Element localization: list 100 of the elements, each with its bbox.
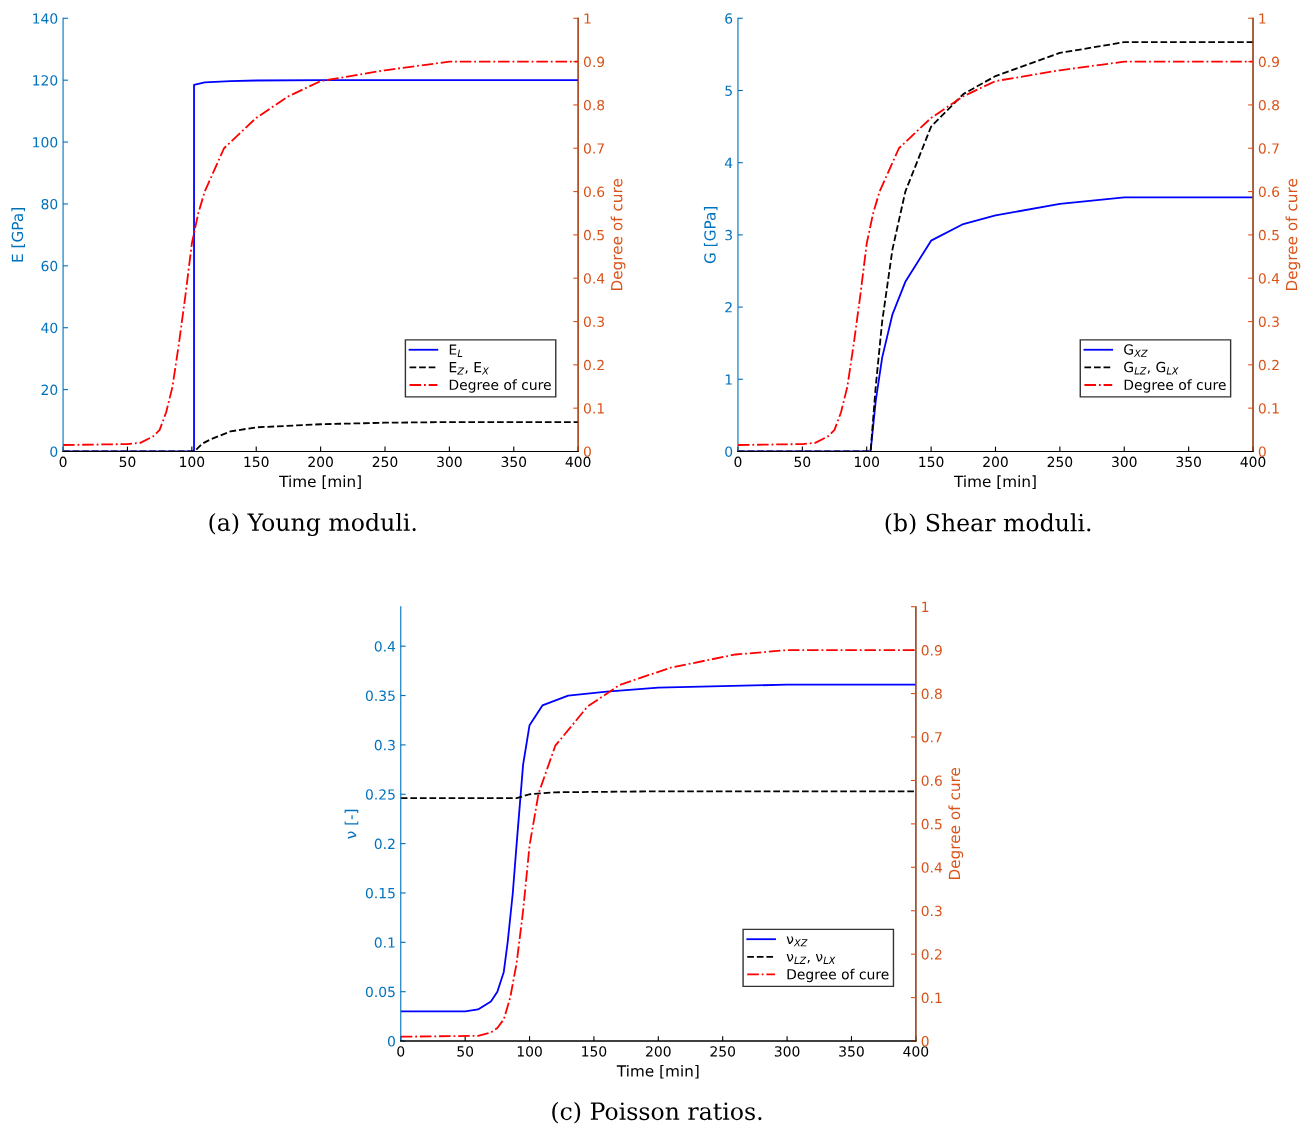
y-tick-label: 1	[725, 374, 732, 385]
x-tick-label: 100	[517, 1046, 542, 1057]
y2-tick-label: 0.5	[583, 229, 604, 241]
y2-tick-label: 0	[583, 446, 591, 457]
y2-tick-label: 0.8	[921, 688, 942, 700]
x-tick-label: 50	[794, 456, 811, 468]
y2-tick-label: 1	[584, 13, 591, 24]
legend-label: Degree of cure	[1124, 379, 1226, 393]
legend-label: Degree of cure	[449, 379, 551, 393]
x-tick-label: 0	[59, 456, 67, 468]
y-tick-label: 3	[725, 229, 732, 241]
x-axis-title: Time [min]	[616, 1064, 699, 1079]
legend-label: G$_{LZ}$, G$_{LX}$	[1124, 361, 1179, 375]
x-tick-label: 200	[646, 1046, 671, 1057]
x-tick-label: 50	[119, 456, 136, 468]
y-tick-label: 2	[725, 302, 732, 313]
y2-tick-label: 0.8	[583, 99, 605, 111]
y-tick-label: 60	[41, 260, 58, 272]
x-tick-label: 200	[308, 456, 333, 468]
text: (a) Young moduli.	[209, 512, 416, 537]
y2-axis-title: Degree of cure	[1285, 178, 1301, 291]
x-tick-label: 350	[839, 1046, 864, 1057]
y2-tick-label: 0.5	[1258, 229, 1279, 241]
x-tick-label: 100	[854, 456, 880, 468]
y-axis-title: E [GPa]	[11, 208, 25, 262]
legend-label: Degree of cure	[787, 968, 889, 983]
y2-tick-label: 0.4	[921, 862, 943, 873]
line-series	[400, 683, 916, 1013]
x-tick-label: 350	[501, 456, 527, 468]
y2-axis-title: Degree of cure	[948, 767, 964, 880]
y2-tick-label: 0.4	[583, 273, 605, 284]
legend-label: ν$_{XZ}$	[786, 936, 808, 947]
x-tick-label: 400	[903, 1046, 929, 1057]
x-tick-label: 300	[774, 1046, 800, 1057]
y2-tick-label: 0.6	[921, 775, 942, 786]
legend-label: ν$_{LZ}$, ν$_{LX}$	[786, 954, 836, 964]
y-tick-label: 0.05	[365, 986, 395, 998]
y-tick-label: 0.35	[365, 690, 395, 702]
y2-tick-label: 0.2	[921, 949, 942, 960]
x-tick-label: 350	[1176, 456, 1201, 468]
y-tick-label: 5	[725, 85, 732, 96]
y2-tick-label: 0.7	[583, 143, 604, 154]
y2-tick-label: 1	[922, 601, 929, 612]
text: (b) Shear moduli.	[885, 513, 1091, 535]
y2-tick-label: 0.3	[583, 316, 604, 327]
y-tick-label: 0	[50, 446, 58, 457]
x-tick-label: 0	[397, 1046, 405, 1057]
legend-label: E$_{L}$	[449, 344, 463, 357]
y2-tick-label: 0.8	[1258, 99, 1280, 111]
text: (c) Poisson ratios.	[552, 1101, 762, 1124]
y-tick-label: 0.4	[374, 641, 396, 652]
y-tick-label: 0.2	[374, 838, 395, 850]
x-tick-label: 100	[180, 456, 205, 468]
y-tick-label: 0.3	[374, 739, 395, 751]
line-series	[400, 790, 916, 800]
y2-tick-label: 0.9	[1258, 56, 1279, 68]
legend-label: G$_{XZ}$	[1124, 344, 1148, 357]
y-axis-title: ν [-]	[344, 809, 359, 839]
x-tick-label: 50	[457, 1046, 474, 1057]
x-axis-title: Time [min]	[953, 475, 1036, 489]
x-tick-label: 200	[983, 456, 1008, 468]
y-tick-label: 140	[33, 13, 58, 24]
y-axis-title: G [GPa]	[703, 207, 718, 264]
y2-tick-label: 0.4	[1258, 273, 1280, 284]
y2-tick-label: 0.6	[1258, 186, 1280, 198]
y-tick-label: 80	[41, 198, 58, 210]
y2-tick-label: 0.9	[921, 645, 942, 656]
y2-tick-label: 0.2	[583, 359, 604, 371]
y2-tick-label: 0.1	[583, 403, 604, 414]
y-tick-label: 120	[33, 75, 58, 86]
x-tick-label: 300	[1112, 456, 1137, 468]
y2-tick-label: 0.7	[1258, 143, 1279, 154]
y2-tick-label: 0.6	[583, 186, 605, 198]
y-tick-label: 0	[725, 446, 733, 457]
y2-tick-label: 0.2	[1258, 359, 1279, 371]
x-tick-label: 150	[919, 456, 944, 468]
x-tick-label: 150	[244, 456, 269, 468]
y2-tick-label: 0	[921, 1036, 929, 1047]
y-tick-label: 0.1	[374, 937, 395, 948]
y2-tick-label: 0.5	[921, 818, 942, 830]
x-tick-label: 0	[734, 456, 742, 468]
y-tick-label: 0	[387, 1036, 395, 1047]
y2-tick-label: 0.9	[583, 56, 605, 68]
y-tick-label: 0.15	[365, 887, 395, 899]
y-tick-label: 100	[33, 137, 58, 148]
y2-tick-label: 0.3	[921, 905, 942, 917]
x-tick-label: 250	[710, 1046, 736, 1057]
y2-tick-label: 0.1	[1258, 403, 1279, 414]
x-tick-label: 250	[1047, 456, 1073, 468]
y2-tick-label: 0.1	[921, 992, 942, 1004]
x-tick-label: 400	[565, 456, 591, 468]
y2-tick-label: 1	[1259, 13, 1266, 24]
x-tick-label: 400	[1240, 456, 1266, 468]
y-tick-label: 20	[41, 384, 58, 396]
x-tick-label: 150	[582, 1046, 607, 1057]
legend-label: E$_{Z}$, E$_{X}$	[449, 362, 489, 375]
x-tick-label: 300	[437, 456, 462, 468]
x-tick-label: 250	[372, 456, 398, 468]
y-tick-label: 40	[41, 322, 58, 334]
y2-tick-label: 0.3	[1258, 316, 1279, 327]
